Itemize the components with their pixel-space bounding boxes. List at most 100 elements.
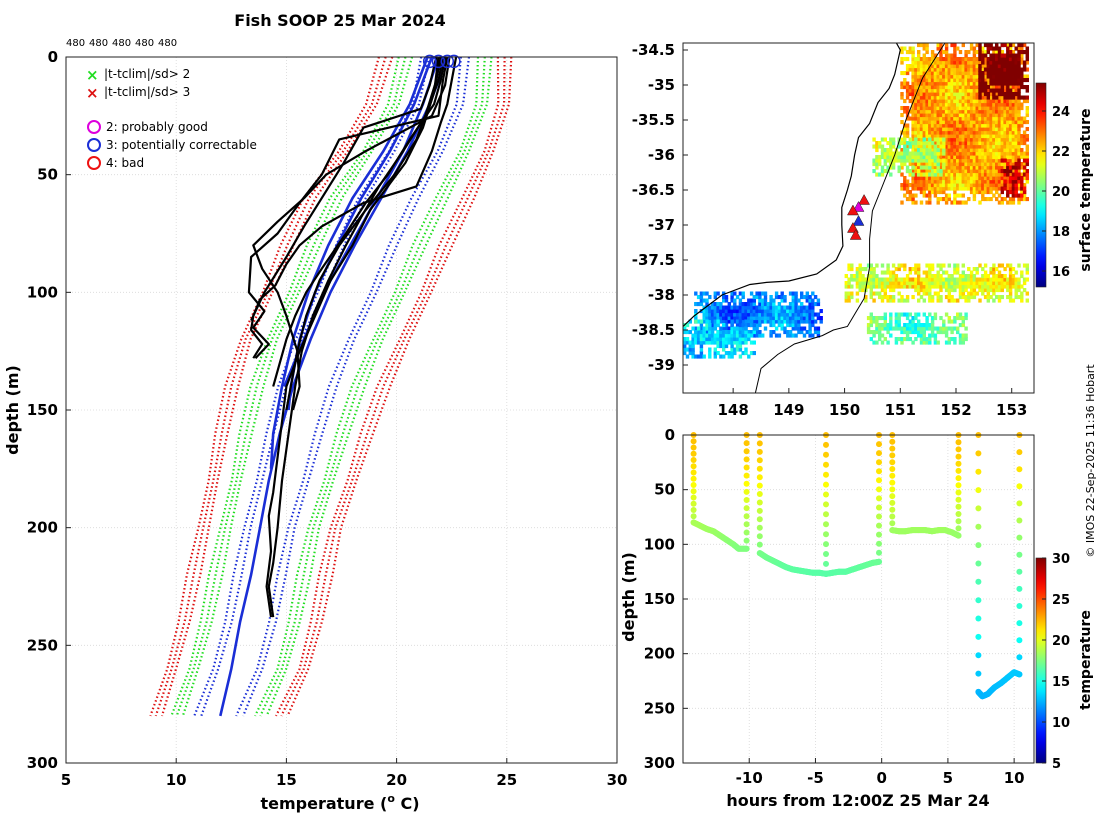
sst-cell — [752, 330, 756, 335]
sst-cell — [1017, 158, 1021, 163]
sst-cell — [699, 351, 704, 356]
sst-cell — [1008, 106, 1013, 111]
sst-cell — [1003, 148, 1007, 153]
sst-cell — [995, 92, 999, 97]
sst-cell — [950, 85, 954, 90]
cast-point — [743, 440, 750, 447]
sst-cell — [950, 81, 954, 86]
sst-cell — [911, 123, 915, 128]
sst-cell — [936, 85, 940, 90]
sst-cell — [928, 155, 932, 160]
sst-cell — [928, 162, 932, 167]
sst-cell — [905, 134, 910, 139]
sst-cell — [992, 186, 996, 191]
sst-cell — [981, 53, 985, 58]
sst-cell — [950, 277, 954, 282]
profile-x-axis-label: temperature (o C) — [260, 792, 419, 813]
sst-cell — [855, 281, 860, 286]
sst-cell — [1020, 298, 1024, 303]
sst-cell — [925, 337, 929, 342]
sst-cell — [925, 50, 929, 55]
sst-cell — [939, 155, 943, 160]
sst-cell — [939, 298, 943, 303]
sst-cell — [975, 186, 979, 191]
sst-cell — [1011, 109, 1016, 114]
sst-cell — [983, 95, 988, 100]
sst-cell — [995, 281, 999, 286]
sst-cell — [900, 85, 904, 90]
sst-cell — [972, 169, 977, 174]
sst-cell — [1020, 172, 1024, 177]
sst-cell — [956, 116, 960, 121]
sst-cell — [802, 319, 807, 324]
sst-cell — [936, 46, 940, 51]
sst-cell — [925, 176, 929, 181]
sst-cell — [1011, 155, 1016, 160]
sst-cell — [989, 172, 993, 177]
sst-cell — [933, 123, 938, 128]
sst-cell — [758, 302, 762, 307]
sst-cell — [939, 95, 943, 100]
sst-cell — [992, 64, 996, 69]
sst-cell — [969, 295, 974, 300]
sst-cell — [947, 291, 951, 296]
sst-cell — [922, 158, 926, 163]
sst-cell — [956, 193, 960, 198]
sst-cell — [800, 295, 804, 300]
profile-flag-markers — [422, 54, 461, 69]
sst-cell — [964, 312, 968, 317]
cast-point — [876, 441, 882, 448]
sst-cell — [1014, 137, 1018, 142]
sst-cell — [944, 169, 949, 174]
sst-cell — [702, 309, 706, 314]
sst-cell — [727, 326, 731, 331]
sst-cell — [914, 99, 918, 104]
sst-cell — [905, 144, 910, 149]
sst-cell — [930, 298, 935, 303]
sst-cell — [986, 298, 990, 303]
sst-cell — [1000, 53, 1004, 58]
sst-cell — [953, 288, 957, 293]
sst-cell — [925, 137, 929, 142]
sst-cell — [997, 92, 1002, 97]
sst-cell — [953, 162, 957, 167]
sst-cell — [903, 267, 907, 272]
sst-cell — [694, 309, 698, 314]
sst-cell — [989, 46, 993, 51]
cast-point — [756, 541, 763, 548]
sst-cell — [897, 337, 901, 342]
sst-cell — [705, 305, 709, 310]
sst-cell — [900, 340, 904, 345]
sst-cell — [891, 281, 896, 286]
sst-cell — [1017, 151, 1021, 156]
sst-cell — [972, 281, 977, 286]
sst-cell — [905, 337, 910, 342]
sst-cell — [908, 277, 912, 282]
sst-cell — [944, 120, 949, 125]
sst-cell — [788, 316, 793, 321]
sst-colorbar-tick-label: 18 — [1052, 225, 1070, 240]
sst-cell — [944, 92, 949, 97]
sst-cell — [875, 162, 879, 167]
sst-cell — [975, 148, 979, 153]
sst-cell — [936, 298, 940, 303]
sst-cell — [967, 113, 971, 118]
sst-cell — [1003, 99, 1007, 104]
sst-cell — [942, 183, 946, 188]
map-coastline — [683, 43, 946, 393]
cast-point — [975, 487, 982, 494]
timeseries-x-tick-label: 0 — [876, 769, 886, 787]
sst-cell — [942, 57, 946, 62]
sst-cell — [1020, 270, 1024, 275]
sst-cell — [911, 81, 915, 86]
sst-cell — [866, 281, 871, 286]
sst-cell — [1011, 127, 1016, 132]
cast-point — [955, 496, 962, 503]
sst-cell — [953, 74, 957, 79]
sst-cell — [936, 137, 940, 142]
sst-cell — [958, 337, 963, 342]
sst-cell — [928, 102, 932, 107]
sst-cell — [983, 186, 988, 191]
sst-cell — [989, 130, 993, 135]
map-frame — [682, 42, 1035, 394]
